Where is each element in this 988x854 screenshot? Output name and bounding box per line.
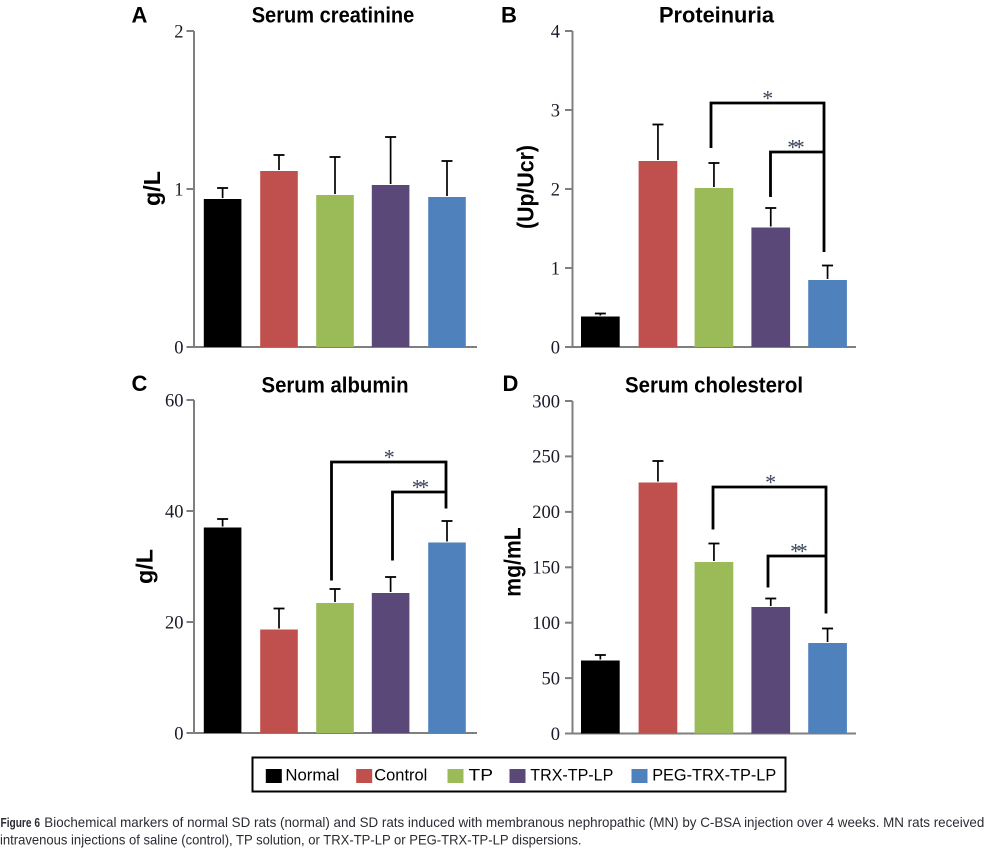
svg-text:Figure 6: Figure 6 — [1, 815, 41, 830]
svg-text:Serum creatinine: Serum creatinine — [252, 3, 415, 28]
svg-text:C: C — [132, 371, 148, 396]
svg-text:mg/mL: mg/mL — [500, 527, 526, 597]
svg-text:0: 0 — [174, 724, 183, 744]
svg-text:D: D — [503, 371, 519, 396]
svg-text:*: * — [762, 85, 773, 110]
svg-text:(Up/Ucr): (Up/Ucr) — [513, 145, 539, 229]
svg-text:Serum cholesterol: Serum cholesterol — [625, 373, 803, 398]
svg-text:Proteinuria: Proteinuria — [659, 3, 775, 28]
svg-text:Control: Control — [374, 765, 427, 784]
svg-text:100: 100 — [532, 614, 560, 634]
svg-text:A: A — [132, 2, 148, 27]
svg-text:300: 300 — [532, 392, 560, 412]
svg-text:*: * — [384, 444, 395, 469]
svg-text:20: 20 — [165, 613, 184, 633]
svg-text:*: * — [765, 469, 776, 494]
svg-text:200: 200 — [532, 503, 560, 523]
svg-text:g/L: g/L — [139, 171, 165, 206]
svg-text:0: 0 — [551, 338, 560, 358]
svg-text:50: 50 — [542, 669, 561, 689]
svg-text:2: 2 — [174, 22, 183, 42]
svg-text:intravenous injections of sali: intravenous injections of saline (contro… — [0, 832, 582, 848]
svg-text:3: 3 — [551, 101, 560, 121]
svg-text:1: 1 — [551, 259, 560, 279]
svg-text:150: 150 — [532, 559, 560, 579]
svg-text:4: 4 — [551, 22, 560, 42]
svg-text:1: 1 — [174, 180, 183, 200]
svg-text:PEG-TRX-TP-LP: PEG-TRX-TP-LP — [652, 765, 776, 784]
svg-text:TRX-TP-LP: TRX-TP-LP — [530, 765, 613, 784]
svg-text:60: 60 — [165, 391, 184, 411]
svg-text:250: 250 — [532, 448, 560, 468]
svg-text:0: 0 — [174, 338, 183, 358]
svg-text:Normal: Normal — [285, 765, 339, 784]
svg-text:0: 0 — [551, 725, 560, 745]
svg-text:Serum albumin: Serum albumin — [262, 373, 409, 398]
svg-text:g/L: g/L — [132, 549, 158, 584]
svg-text:Biochemical markers of normal: Biochemical markers of normal SD rats (n… — [44, 814, 984, 830]
svg-text:TP: TP — [469, 765, 494, 784]
svg-text:40: 40 — [165, 502, 184, 522]
svg-text:B: B — [501, 2, 517, 27]
svg-text:2: 2 — [551, 180, 560, 200]
